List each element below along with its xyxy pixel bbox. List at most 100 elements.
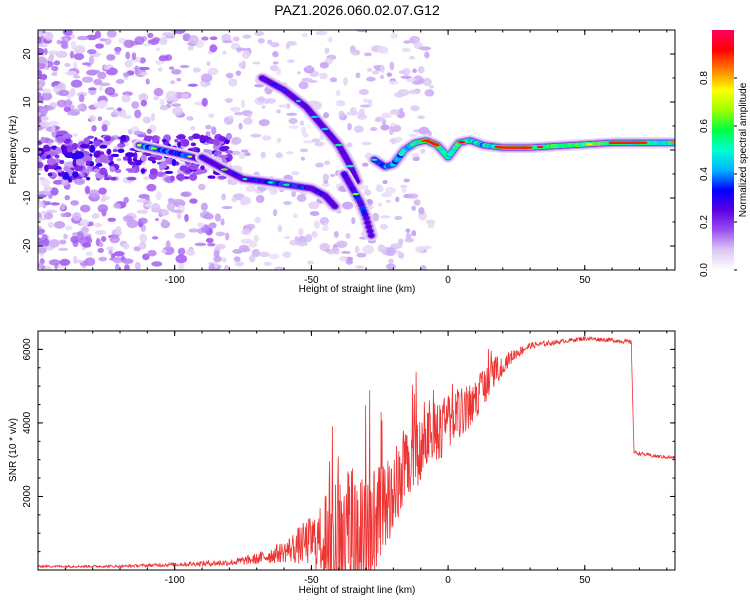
spectrogram-noise-cell (98, 85, 104, 92)
spectrogram-noise-cell (215, 243, 226, 250)
spectrogram-noise-cell (44, 265, 52, 270)
spectrogram-noise-cell (188, 228, 199, 233)
spectrogram-band-cell (122, 156, 129, 161)
snr-series-line (38, 335, 675, 570)
spectrogram-noise-cell (364, 189, 372, 196)
spectrogram-ridge-cell (364, 220, 371, 225)
spectrogram-noise-cell (292, 213, 298, 219)
spectrogram-noise-cell (38, 44, 48, 48)
spectrogram-noise-cell (428, 84, 435, 89)
spectrogram-noise-cell (156, 47, 161, 52)
spectrogram-band-cell (158, 162, 164, 171)
spectrogram-noise-cell (90, 69, 101, 74)
spectrogram-noise-cell (38, 79, 46, 88)
spectrogram-noise-cell (38, 194, 47, 198)
spectrogram-noise-cell (60, 179, 69, 186)
spectrogram-noise-cell (43, 212, 54, 220)
spectrogram-noise-cell (300, 126, 307, 136)
spectrogram-noise-cell (211, 126, 217, 135)
spectrogram-noise-cell (139, 233, 148, 243)
spectrogram-noise-cell (201, 97, 208, 107)
spectrogram-noise-cell (373, 65, 380, 69)
spectrogram-noise-cell (315, 162, 325, 168)
spectrogram-band-cell (133, 152, 138, 160)
spectrogram-x-tick-label: 0 (445, 275, 451, 286)
spectrogram-noise-cell (82, 62, 91, 66)
spectrogram-band-cell (169, 175, 175, 182)
spectrogram-band-cell (71, 142, 78, 150)
spectrogram-noise-cell (38, 262, 44, 269)
spectrogram-band-cell (55, 169, 64, 173)
spectrogram-noise-cell (56, 39, 62, 45)
spectrogram-noise-cell (248, 241, 258, 248)
spectrogram-noise-cell (303, 140, 314, 144)
spectrogram-noise-cell (84, 185, 91, 195)
spectrogram-noise-cell (137, 209, 145, 214)
spectrogram-noise-cell (73, 255, 78, 264)
spectrogram-noise-cell (231, 136, 242, 145)
spectrogram-noise-cell (385, 263, 396, 270)
spectrogram-noise-cell (377, 46, 389, 54)
spectrogram-band-cell (225, 150, 233, 154)
spectrogram-noise-cell (142, 43, 152, 47)
spectrogram-noise-cell (122, 215, 134, 222)
spectrogram-band-cell (106, 148, 112, 155)
spectrogram-band-cell (218, 154, 228, 159)
spectrogram-noise-cell (355, 72, 361, 79)
spectrogram-noise-cell (206, 213, 214, 220)
spectrogram-noise-cell (73, 178, 86, 185)
spectrogram-ridge-peak (242, 177, 248, 181)
spectrogram-noise-cell (114, 263, 120, 270)
spectrogram-noise-cell (64, 225, 73, 231)
spectrogram-noise-cell (85, 251, 94, 257)
spectrogram-noise-cell (169, 66, 175, 70)
spectrogram-heatmap (38, 30, 675, 270)
spectrogram-band-cell (189, 173, 198, 181)
spectrogram-noise-cell (209, 36, 218, 41)
spectrogram-noise-cell (142, 253, 150, 261)
spectrogram-noise-cell (138, 217, 148, 225)
spectrogram-noise-cell (401, 186, 407, 193)
spectrogram-noise-cell (343, 77, 349, 86)
spectrogram-noise-cell (405, 232, 412, 240)
spectrogram-ridge-peak (150, 147, 157, 150)
spectrogram-noise-cell (388, 258, 394, 264)
spectrogram-noise-cell (204, 81, 212, 86)
spectrogram-noise-cell (171, 69, 182, 75)
colorbar-label: Normalized spectral amplitude (738, 82, 749, 217)
spectrogram-noise-cell (50, 125, 56, 133)
spectrogram-noise-cell (58, 89, 70, 97)
spectrogram-noise-cell (286, 112, 298, 116)
spectrogram-noise-cell (220, 218, 225, 226)
spectrogram-noise-cell (99, 38, 106, 42)
spectrogram-band-cell (135, 165, 140, 172)
spectrogram-band-cell (211, 175, 216, 179)
spectrogram-noise-cell (397, 240, 403, 249)
spectrogram-noise-cell (224, 232, 230, 241)
spectrogram-band-cell (87, 135, 95, 139)
spectrogram-ridge-cell (365, 224, 372, 229)
spectrogram-noise-cell (267, 39, 273, 45)
colorbar-tick-label: 0.6 (699, 119, 710, 133)
spectrogram-noise-cell (177, 247, 186, 256)
spectrogram-band-cell (59, 159, 65, 165)
spectrogram-noise-cell (139, 57, 146, 64)
spectrogram-noise-cell (333, 246, 340, 255)
spectrogram-noise-cell (97, 71, 107, 80)
spectrogram-band-cell (83, 137, 91, 145)
spectrogram-noise-cell (98, 256, 108, 262)
spectrogram-ridge-peak (270, 83, 278, 86)
spectrogram-noise-cell (221, 205, 233, 210)
spectrogram-noise-cell (225, 72, 234, 79)
spectrogram-noise-cell (101, 124, 108, 132)
spectrogram-ridge-peak (371, 158, 378, 161)
spectrogram-noise-cell (385, 247, 397, 257)
spectrogram-noise-cell (165, 240, 171, 250)
spectrogram-noise-cell (194, 242, 207, 247)
spectrogram-band-cell (213, 138, 221, 146)
spectrogram-noise-cell (278, 104, 289, 108)
spectrogram-noise-cell (103, 65, 111, 70)
figure-title: PAZ1.2026.060.02.07.G12 (274, 2, 440, 18)
spectrogram-noise-cell (335, 89, 341, 97)
spectrogram-noise-cell (104, 86, 116, 96)
